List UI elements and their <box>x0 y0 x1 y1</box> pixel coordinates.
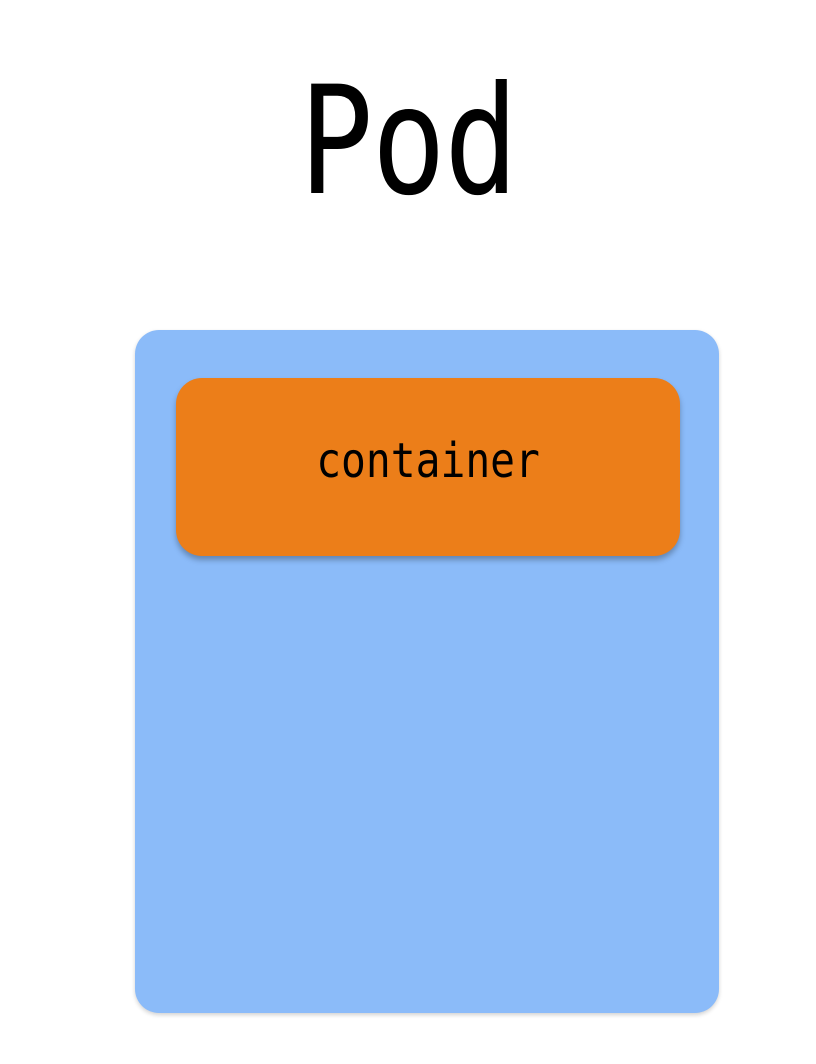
container-label: container <box>316 433 540 489</box>
diagram-title: Pod <box>299 55 518 229</box>
container-box: container <box>176 378 680 556</box>
